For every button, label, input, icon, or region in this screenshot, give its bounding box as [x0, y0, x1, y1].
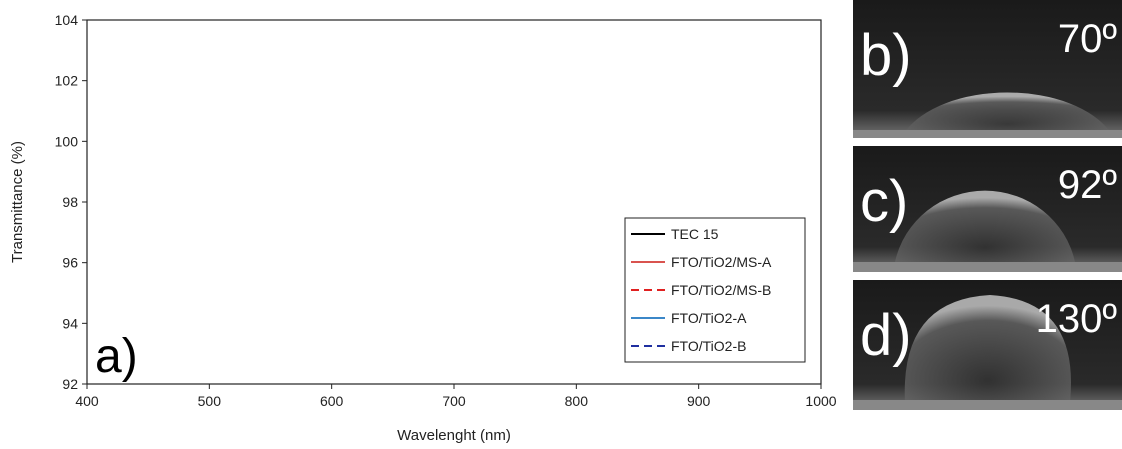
y-tick-label: 96 — [62, 255, 78, 271]
x-tick-label: 900 — [687, 393, 711, 409]
x-tick-label: 600 — [320, 393, 344, 409]
y-tick-label: 94 — [62, 315, 78, 331]
legend-label: TEC 15 — [671, 226, 719, 242]
y-tick-label: 102 — [55, 73, 79, 89]
photo-b — [853, 0, 1122, 138]
legend-box — [624, 217, 806, 363]
y-axis-title: Transmittance (%) — [9, 141, 26, 263]
photo-label: d) — [860, 303, 912, 368]
y-tick-label: 92 — [62, 376, 78, 392]
legend-label: FTO/TiO2/MS-B — [671, 282, 771, 298]
panel-label: a) — [95, 330, 138, 383]
x-tick-label: 800 — [565, 393, 589, 409]
legend-label: FTO/TiO2-B — [671, 338, 746, 354]
y-tick-label: 100 — [55, 133, 79, 149]
contact-angle: 70º — [1058, 17, 1117, 61]
x-tick-label: 700 — [442, 393, 466, 409]
contact-angle: 130º — [1036, 297, 1118, 341]
photo-label: c) — [860, 169, 908, 234]
x-tick-label: 500 — [198, 393, 222, 409]
legend-label: FTO/TiO2/MS-A — [671, 254, 772, 270]
photo-label: b) — [860, 23, 912, 88]
y-tick-label: 98 — [62, 194, 78, 210]
x-tick-label: 400 — [75, 393, 99, 409]
x-tick-label: 1000 — [805, 393, 836, 409]
photo-c — [853, 146, 1122, 272]
photo-d — [853, 280, 1122, 410]
x-axis-title: Wavelenght (nm) — [397, 427, 511, 444]
legend-label: FTO/TiO2-A — [671, 310, 747, 326]
y-tick-label: 104 — [55, 12, 79, 28]
contact-angle: 92º — [1058, 163, 1117, 207]
